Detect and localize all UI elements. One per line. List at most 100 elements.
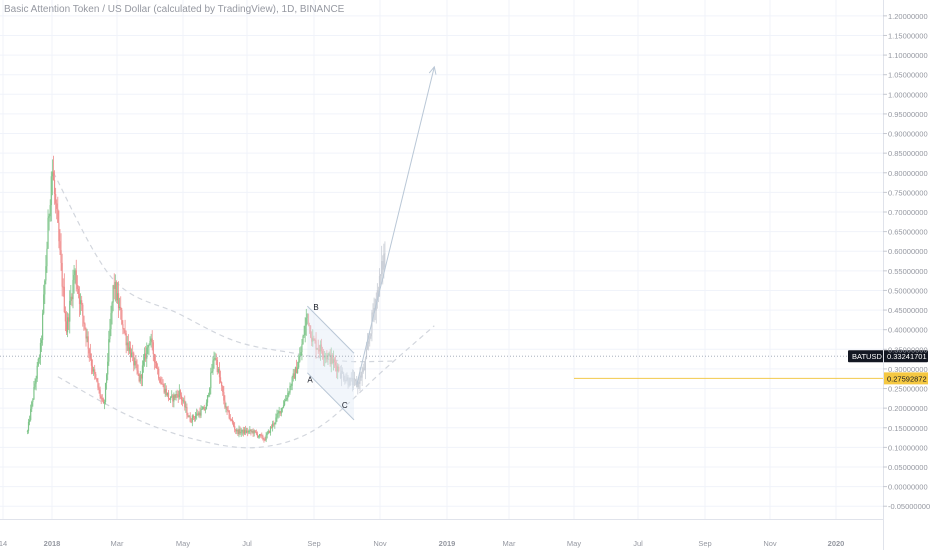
candle — [244, 429, 247, 433]
candle — [160, 382, 162, 384]
candle — [295, 367, 298, 374]
candle — [242, 429, 244, 434]
candle — [28, 419, 31, 423]
candle — [148, 344, 150, 346]
candle — [209, 388, 211, 396]
candle — [32, 399, 34, 402]
candle — [136, 364, 138, 371]
candle — [96, 378, 98, 382]
candle — [145, 353, 147, 359]
candle — [293, 373, 295, 379]
candle — [98, 387, 100, 390]
candle — [100, 396, 102, 399]
candle — [193, 417, 196, 419]
candle — [128, 347, 131, 351]
candle — [338, 366, 340, 372]
candle — [162, 384, 164, 385]
candle — [337, 366, 339, 372]
candle — [52, 171, 55, 181]
candle — [223, 392, 225, 401]
wave-label-c: C — [342, 401, 348, 410]
candle — [179, 390, 182, 396]
candle — [155, 362, 158, 369]
projection-candle — [347, 377, 349, 385]
candle — [111, 302, 113, 314]
candle — [205, 402, 208, 410]
candle — [58, 222, 60, 242]
candle — [280, 407, 282, 414]
projection-candle — [381, 261, 383, 275]
projection-candle — [358, 381, 360, 384]
candle — [31, 401, 33, 409]
y-tick-label: 0.40000000 — [888, 326, 928, 335]
projection-candle — [364, 358, 367, 371]
candle — [315, 340, 317, 350]
projection-candle — [370, 333, 372, 337]
candle — [195, 415, 197, 419]
candle — [171, 395, 173, 397]
candle — [198, 412, 200, 416]
candle — [56, 203, 58, 209]
candle — [82, 304, 84, 316]
candle — [261, 435, 263, 437]
candle — [46, 248, 48, 267]
candle — [219, 377, 222, 383]
candle — [57, 208, 59, 223]
projection-candle — [362, 367, 364, 373]
candle — [79, 300, 82, 305]
candle — [159, 378, 161, 383]
candle — [301, 344, 303, 353]
candle — [151, 338, 153, 343]
candle — [290, 385, 292, 387]
candle — [134, 361, 136, 366]
projection-candle — [366, 343, 369, 350]
projection-candle — [363, 367, 365, 371]
candle — [270, 427, 273, 429]
candle — [187, 415, 189, 417]
level-badge — [884, 372, 928, 385]
candle — [68, 317, 70, 322]
candle — [86, 336, 88, 339]
candle — [235, 429, 237, 432]
candle — [197, 413, 199, 416]
upper-arc-curve — [52, 172, 394, 363]
candle — [74, 270, 76, 275]
candle — [173, 394, 175, 402]
projection-candle — [365, 349, 368, 359]
y-tick-label: -0.05000000 — [888, 502, 930, 511]
projection-candle — [378, 275, 381, 297]
arrow-head — [428, 65, 437, 75]
candle — [144, 353, 146, 361]
candle — [97, 381, 99, 388]
candle — [326, 355, 328, 359]
candle — [139, 374, 141, 382]
candle — [228, 410, 230, 419]
candle — [331, 354, 333, 364]
candle — [256, 433, 259, 437]
candle — [294, 367, 297, 379]
projection-candle — [383, 253, 385, 270]
projection-candle — [352, 378, 355, 386]
candle — [302, 336, 304, 345]
candle — [69, 300, 71, 322]
current-price-badge — [848, 350, 928, 363]
candle — [33, 387, 35, 400]
candle — [132, 352, 134, 354]
candle — [283, 401, 286, 406]
y-tick-label: 0.10000000 — [888, 443, 928, 452]
candle — [192, 415, 195, 418]
projection-arrow — [356, 66, 435, 385]
projection-candle — [376, 290, 378, 299]
projection-candle — [350, 377, 352, 379]
candle — [262, 435, 264, 440]
y-tick-label: 1.00000000 — [888, 90, 928, 99]
candle — [63, 286, 65, 313]
candle — [201, 409, 203, 411]
candle — [102, 399, 104, 404]
candle — [38, 357, 40, 360]
candle — [172, 395, 174, 402]
candle — [215, 358, 217, 360]
